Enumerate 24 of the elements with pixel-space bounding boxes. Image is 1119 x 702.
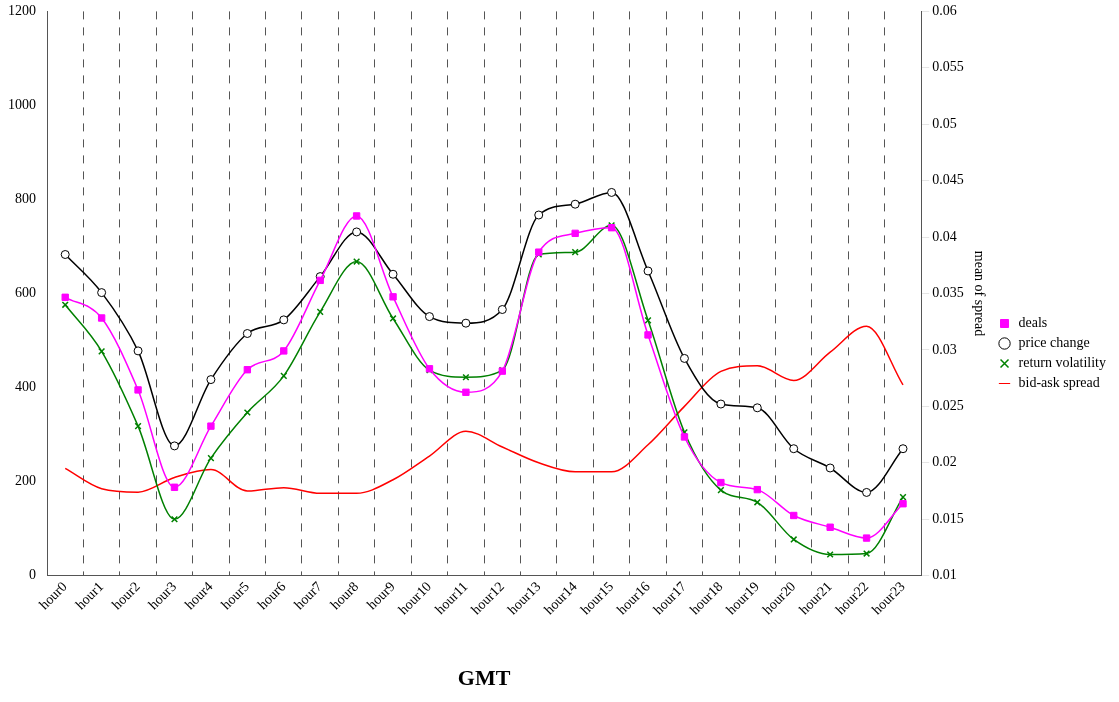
y-tick-label: 1200 xyxy=(8,3,36,19)
legend-label: price change xyxy=(1018,335,1090,351)
y2-tick-label: 0.035 xyxy=(932,285,964,301)
y2-tick-label: 0.015 xyxy=(932,510,964,526)
y-tick-label: 800 xyxy=(15,191,36,207)
y-tick-label: 1000 xyxy=(8,97,36,113)
y2-tick-label: 0.01 xyxy=(932,567,957,583)
y2-tick-label: 0.025 xyxy=(932,398,964,414)
y2-tick-label: 0.03 xyxy=(932,341,957,357)
y2-tick-label: 0.06 xyxy=(932,3,957,19)
y2-tick-label: 0.05 xyxy=(932,115,957,131)
x-axis-title: GMT xyxy=(457,665,511,691)
y2-tick-label: 0.045 xyxy=(932,172,964,188)
y2-axis-title: mean of spread xyxy=(972,250,988,337)
y2-tick-label: 0.055 xyxy=(932,59,964,75)
y-tick-label: 600 xyxy=(15,285,36,301)
legend-label: bid-ask spread xyxy=(1018,375,1100,391)
y-tick-label: 0 xyxy=(29,567,36,583)
y-tick-label: 200 xyxy=(15,473,36,489)
y2-tick-label: 0.02 xyxy=(932,454,957,470)
legend-label: deals xyxy=(1018,315,1048,331)
y-tick-label: 400 xyxy=(15,379,36,395)
y2-tick-label: 0.04 xyxy=(932,228,957,244)
legend-label: return volatility xyxy=(1018,355,1106,371)
